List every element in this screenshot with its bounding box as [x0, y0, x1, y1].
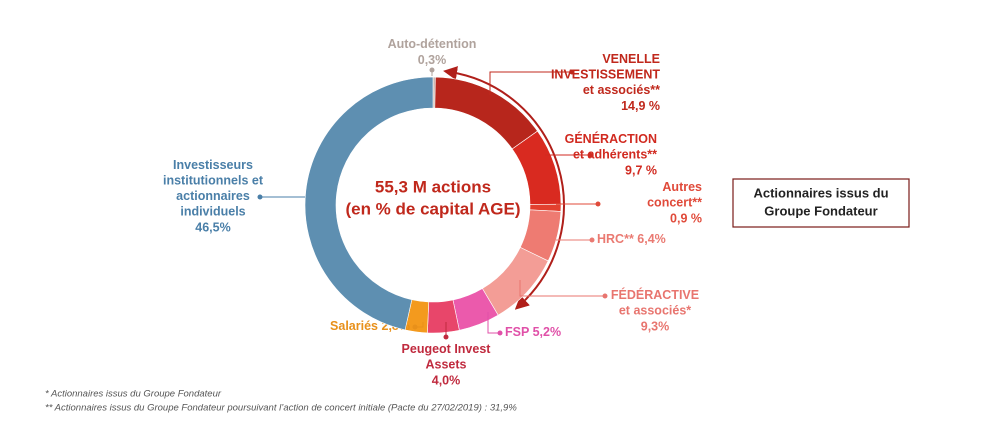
value-label: 6,4%: [637, 232, 666, 246]
leader-dot: [602, 293, 608, 299]
value-label: 4,0%: [432, 373, 461, 387]
category-name: Auto-détention: [388, 37, 477, 51]
category-name: FÉDÉRACTIVE: [611, 287, 699, 302]
category-name: INVESTISSEMENT: [551, 68, 660, 82]
box-label: Actionnaires issus du: [753, 185, 888, 200]
leader-dot: [257, 194, 263, 200]
leader-dot: [443, 334, 449, 340]
segment-label: individuels: [180, 205, 245, 219]
center-title: 55,3 M actions: [375, 177, 491, 196]
leader-dot: [595, 201, 601, 207]
category-name: individuels: [180, 205, 245, 219]
category-name: et associés*: [619, 304, 691, 318]
segment-label: et associés**: [583, 83, 660, 97]
category-name: Investisseurs: [173, 158, 253, 172]
segment-label: concert**: [647, 196, 702, 210]
segment-label: et adhérents**: [573, 148, 657, 162]
leader-dot: [587, 152, 593, 158]
fondateur-arrow: [443, 66, 565, 310]
value-label: 9,7 %: [625, 163, 657, 177]
segment-label: HRC** 6,4%: [597, 232, 666, 246]
segment-label: Peugeot Invest: [402, 342, 492, 356]
donut-segment: [434, 76, 538, 150]
legend-box: [732, 178, 910, 228]
category-name: Salariés: [330, 319, 378, 333]
segment-label: GÉNÉRACTION: [565, 131, 657, 146]
leader-dot: [497, 330, 503, 336]
leader-line: [415, 322, 424, 328]
segment-label: INVESTISSEMENT: [551, 68, 660, 82]
value-label: 0,9 %: [670, 211, 702, 225]
segment-label: FSP 5,2%: [505, 325, 561, 339]
category-name: actionnaires: [176, 189, 250, 203]
leader-dot: [569, 69, 575, 75]
category-name: Assets: [426, 358, 467, 372]
category-name: concert**: [647, 196, 702, 210]
leader-line: [519, 280, 605, 297]
category-name: et associés**: [583, 83, 660, 97]
segment-label: institutionnels et: [163, 174, 264, 188]
value-label: 5,2%: [533, 325, 562, 339]
segment-label: actionnaires: [176, 189, 250, 203]
segment-label: FÉDÉRACTIVE: [611, 287, 699, 302]
leader-dot: [589, 237, 595, 243]
category-name: et adhérents**: [573, 148, 657, 162]
category-name: FSP: [505, 325, 529, 339]
leader-dot: [412, 324, 418, 330]
value-label: 46,5%: [195, 220, 230, 234]
value-label: 0,3%: [418, 53, 447, 67]
leader-line: [487, 312, 500, 334]
footnote: ** Actionnaires issus du Groupe Fondateu…: [45, 403, 517, 414]
segment-label: Assets: [426, 358, 467, 372]
leader-line: [489, 71, 572, 95]
category-name: Autres: [662, 180, 702, 194]
category-name: institutionnels et: [163, 174, 264, 188]
footnote: * Actionnaires issus du Groupe Fondateur: [45, 389, 222, 400]
value-label: 14,9 %: [621, 99, 660, 113]
segment-label: et associés*: [619, 304, 691, 318]
leader-dot: [429, 67, 435, 73]
category-name: VENELLE: [602, 52, 660, 66]
donut-segment: [304, 76, 434, 331]
category-name: HRC**: [597, 232, 634, 246]
box-label: Groupe Fondateur: [764, 203, 877, 218]
category-name: GÉNÉRACTION: [565, 131, 657, 146]
value-label: 9,3%: [641, 319, 670, 333]
center-title: (en % de capital AGE): [345, 199, 520, 218]
segment-label: Investisseurs: [173, 158, 253, 172]
category-name: Peugeot Invest: [402, 342, 492, 356]
segment-label: VENELLE: [602, 52, 660, 66]
segment-label: Autres: [662, 180, 702, 194]
segment-label: Auto-détention: [388, 37, 477, 51]
